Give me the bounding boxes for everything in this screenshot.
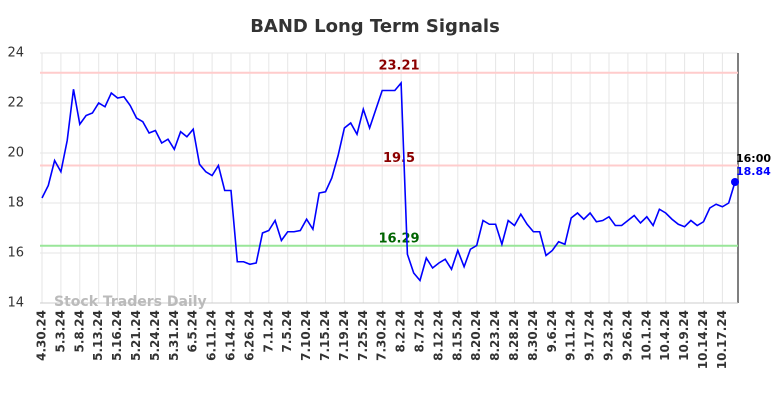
x-tick-label: 6.26.24 [242, 310, 256, 361]
x-tick-label: 9.17.24 [583, 310, 597, 361]
x-tick-label: 8.2.24 [394, 310, 408, 353]
last-value: 18.84 [736, 165, 771, 178]
x-tick-label: 10.4.24 [658, 310, 672, 361]
x-tick-label: 8.20.24 [469, 310, 483, 361]
y-tick-label: 20 [7, 146, 24, 161]
y-tick-label: 18 [7, 196, 24, 211]
x-tick-label: 4.30.24 [35, 310, 49, 361]
y-tick-label: 22 [7, 96, 24, 111]
x-tick-label: 9.11.24 [564, 310, 578, 361]
x-tick-label: 5.13.24 [91, 310, 105, 361]
x-tick-label: 10.17.24 [715, 310, 729, 369]
y-tick-label: 24 [7, 46, 24, 61]
y-tick-label: 16 [7, 246, 24, 261]
x-tick-label: 7.19.24 [337, 310, 351, 361]
x-tick-label: 6.5.24 [186, 310, 200, 353]
x-tick-label: 9.6.24 [545, 310, 559, 353]
x-tick-label: 7.30.24 [375, 310, 389, 361]
x-tick-label: 5.21.24 [129, 310, 143, 361]
x-tick-label: 8.28.24 [507, 310, 521, 361]
x-tick-label: 5.31.24 [167, 310, 181, 361]
price-line [41, 80, 736, 283]
x-tick-label: 5.16.24 [110, 310, 124, 361]
x-tick-label: 10.14.24 [696, 310, 710, 369]
x-tick-label: 5.24.24 [148, 310, 162, 361]
last-point [731, 178, 739, 186]
x-tick-label: 10.9.24 [677, 310, 691, 361]
x-tick-label: 7.25.24 [356, 310, 370, 361]
watermark: Stock Traders Daily [54, 294, 207, 310]
x-tick-label: 7.10.24 [299, 310, 313, 361]
x-tick-label: 9.23.24 [602, 310, 616, 361]
x-tick-label: 7.15.24 [318, 310, 332, 361]
x-tick-label: 10.1.24 [639, 310, 653, 361]
x-tick-label: 8.7.24 [413, 310, 427, 353]
signal-label: 23.21 [378, 58, 419, 73]
signal-label: 16.29 [378, 231, 419, 246]
x-tick-label: 5.8.24 [72, 310, 86, 353]
x-tick-label: 7.1.24 [261, 310, 275, 353]
x-tick-label: 5.3.24 [53, 310, 67, 353]
signal-label: 19.5 [383, 151, 415, 166]
x-tick-label: 7.5.24 [280, 310, 294, 353]
x-tick-label: 6.14.24 [224, 310, 238, 361]
y-tick-label: 14 [7, 296, 24, 311]
last-time: 16:00 [736, 152, 771, 165]
x-tick-label: 8.30.24 [526, 310, 540, 361]
x-tick-label: 8.23.24 [488, 310, 502, 361]
x-tick-label: 9.26.24 [620, 310, 634, 361]
x-tick-label: 6.11.24 [205, 310, 219, 361]
chart-title: BAND Long Term Signals [250, 16, 500, 37]
x-tick-label: 8.12.24 [431, 310, 445, 361]
x-tick-label: 8.15.24 [450, 310, 464, 361]
